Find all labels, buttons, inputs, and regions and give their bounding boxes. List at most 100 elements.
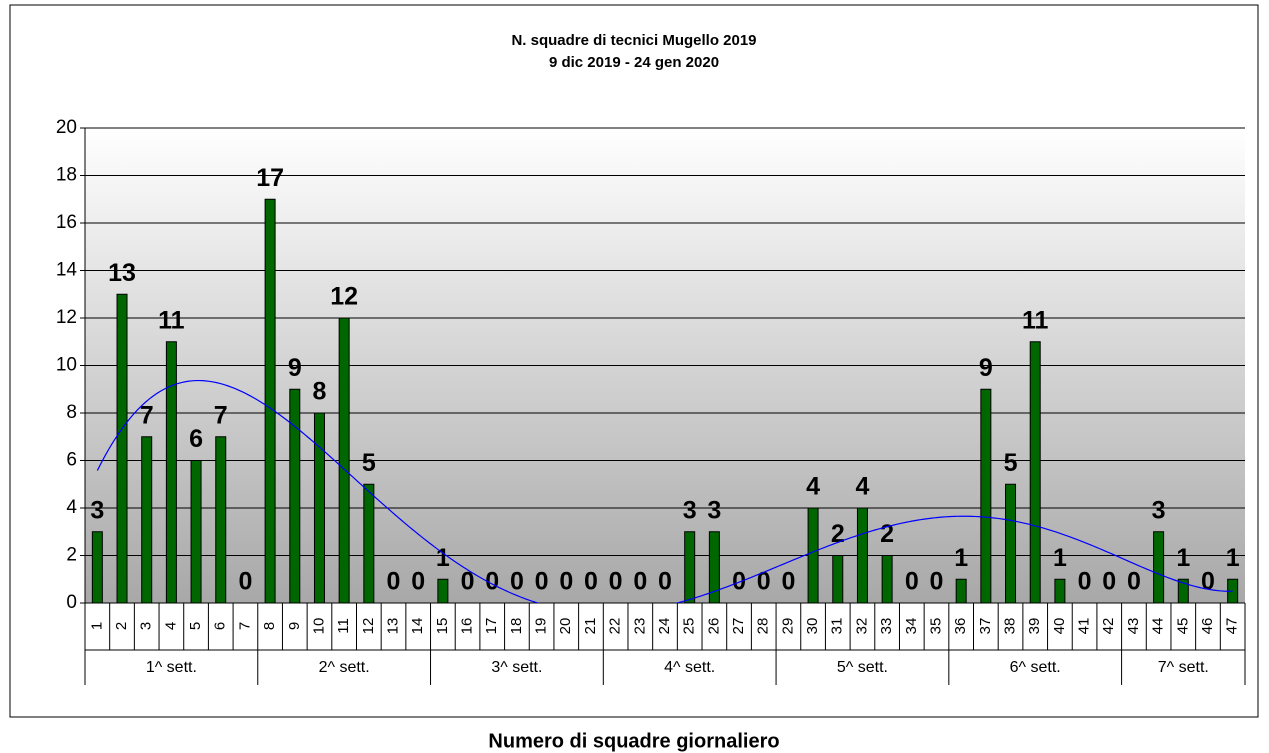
x-tick-label: 34 [903, 618, 920, 635]
x-tick-label: 30 [804, 618, 821, 635]
x-tick-label: 23 [631, 618, 648, 635]
data-label: 0 [584, 568, 598, 596]
y-tick-label: 0 [66, 592, 77, 613]
y-tick-label: 16 [56, 212, 77, 233]
data-label: 17 [256, 164, 284, 192]
group-label: 3^ sett. [491, 659, 542, 676]
x-tick-label: 22 [607, 618, 624, 635]
y-tick-label: 10 [56, 355, 77, 376]
x-tick-label: 46 [1199, 618, 1216, 635]
data-label: 9 [288, 354, 302, 382]
x-tick-label: 44 [1150, 618, 1167, 635]
group-label: 7^ sett. [1158, 659, 1209, 676]
data-label: 0 [905, 568, 919, 596]
bar [980, 388, 992, 604]
data-label: 1 [954, 544, 968, 572]
trendline [96, 379, 1233, 603]
data-label: 1 [1226, 544, 1240, 572]
group-label: 6^ sett. [1010, 659, 1061, 676]
x-tick-label: 42 [1100, 618, 1117, 635]
x-tick-label: 32 [853, 618, 870, 635]
x-tick-label: 17 [483, 618, 500, 635]
data-label: 0 [387, 568, 401, 596]
group-label: 2^ sett. [319, 659, 370, 676]
data-label: 1 [436, 544, 450, 572]
bar [141, 436, 153, 604]
data-label: 0 [757, 568, 771, 596]
data-label: 3 [1152, 496, 1166, 524]
x-tick-label: 37 [977, 618, 994, 635]
data-label: 9 [979, 354, 993, 382]
bar [264, 198, 276, 604]
x-tick-label: 45 [1174, 618, 1191, 635]
data-label: 5 [362, 449, 376, 477]
x-tick-label: 8 [261, 622, 278, 630]
data-label: 4 [806, 473, 820, 501]
data-label: 11 [158, 306, 185, 334]
x-tick-label: 33 [878, 618, 895, 635]
y-tick-label: 20 [56, 117, 77, 138]
x-tick-label: 14 [409, 618, 426, 635]
data-label: 0 [461, 568, 475, 596]
x-tick-label: 36 [952, 618, 969, 635]
y-tick-label: 14 [56, 260, 78, 281]
data-label: 0 [1078, 568, 1092, 596]
data-label: 11 [1022, 306, 1049, 334]
y-tick-label: 2 [66, 545, 77, 566]
group-label: 1^ sett. [146, 659, 197, 676]
data-label: 4 [855, 473, 869, 501]
y-tick-label: 8 [66, 402, 77, 423]
bar [1005, 483, 1017, 604]
group-label: 4^ sett. [664, 659, 715, 676]
x-tick-label: 18 [508, 618, 525, 635]
x-tick-label: 39 [1026, 618, 1043, 635]
bar [289, 388, 301, 604]
x-tick-label: 35 [927, 618, 944, 635]
bar [313, 412, 325, 604]
y-tick-label: 18 [56, 165, 77, 186]
bar [856, 507, 868, 604]
data-label: 0 [485, 568, 499, 596]
x-tick-label: 4 [162, 622, 179, 630]
data-label: 5 [1004, 449, 1018, 477]
x-tick-label: 11 [335, 618, 352, 634]
bar [215, 436, 227, 604]
x-tick-label: 15 [434, 618, 451, 635]
x-tick-label: 19 [533, 618, 550, 635]
bar [165, 341, 177, 604]
x-tick-label: 24 [656, 618, 673, 635]
x-axis-title: Numero di squadre giornaliero [488, 730, 779, 752]
bar [1054, 578, 1066, 604]
y-tick-label: 12 [56, 307, 77, 328]
data-label: 0 [781, 568, 795, 596]
bar [1029, 341, 1041, 604]
x-tick-label: 40 [1051, 618, 1068, 635]
data-label: 2 [880, 520, 894, 548]
data-label: 1 [1053, 544, 1067, 572]
x-tick-label: 26 [705, 618, 722, 635]
bar [1153, 531, 1165, 604]
bar [338, 317, 350, 604]
x-tick-label: 29 [779, 618, 796, 635]
data-label: 0 [559, 568, 573, 596]
x-tick-label: 13 [384, 618, 401, 635]
data-label: 0 [535, 568, 549, 596]
x-tick-label: 31 [829, 618, 846, 635]
x-tick-label: 12 [360, 618, 377, 635]
bar [363, 483, 375, 604]
bar [437, 578, 449, 604]
x-tick-label: 6 [212, 622, 229, 630]
x-tick-label: 21 [582, 618, 599, 635]
bar [91, 531, 103, 604]
x-tick-label: 20 [557, 618, 574, 635]
data-label: 0 [238, 568, 252, 596]
bar [116, 293, 128, 604]
bar [190, 460, 202, 604]
data-label: 0 [609, 568, 623, 596]
data-label: 7 [140, 401, 154, 429]
data-label: 0 [930, 568, 944, 596]
data-label: 0 [1127, 568, 1141, 596]
bar [807, 507, 819, 604]
bar [955, 578, 967, 604]
